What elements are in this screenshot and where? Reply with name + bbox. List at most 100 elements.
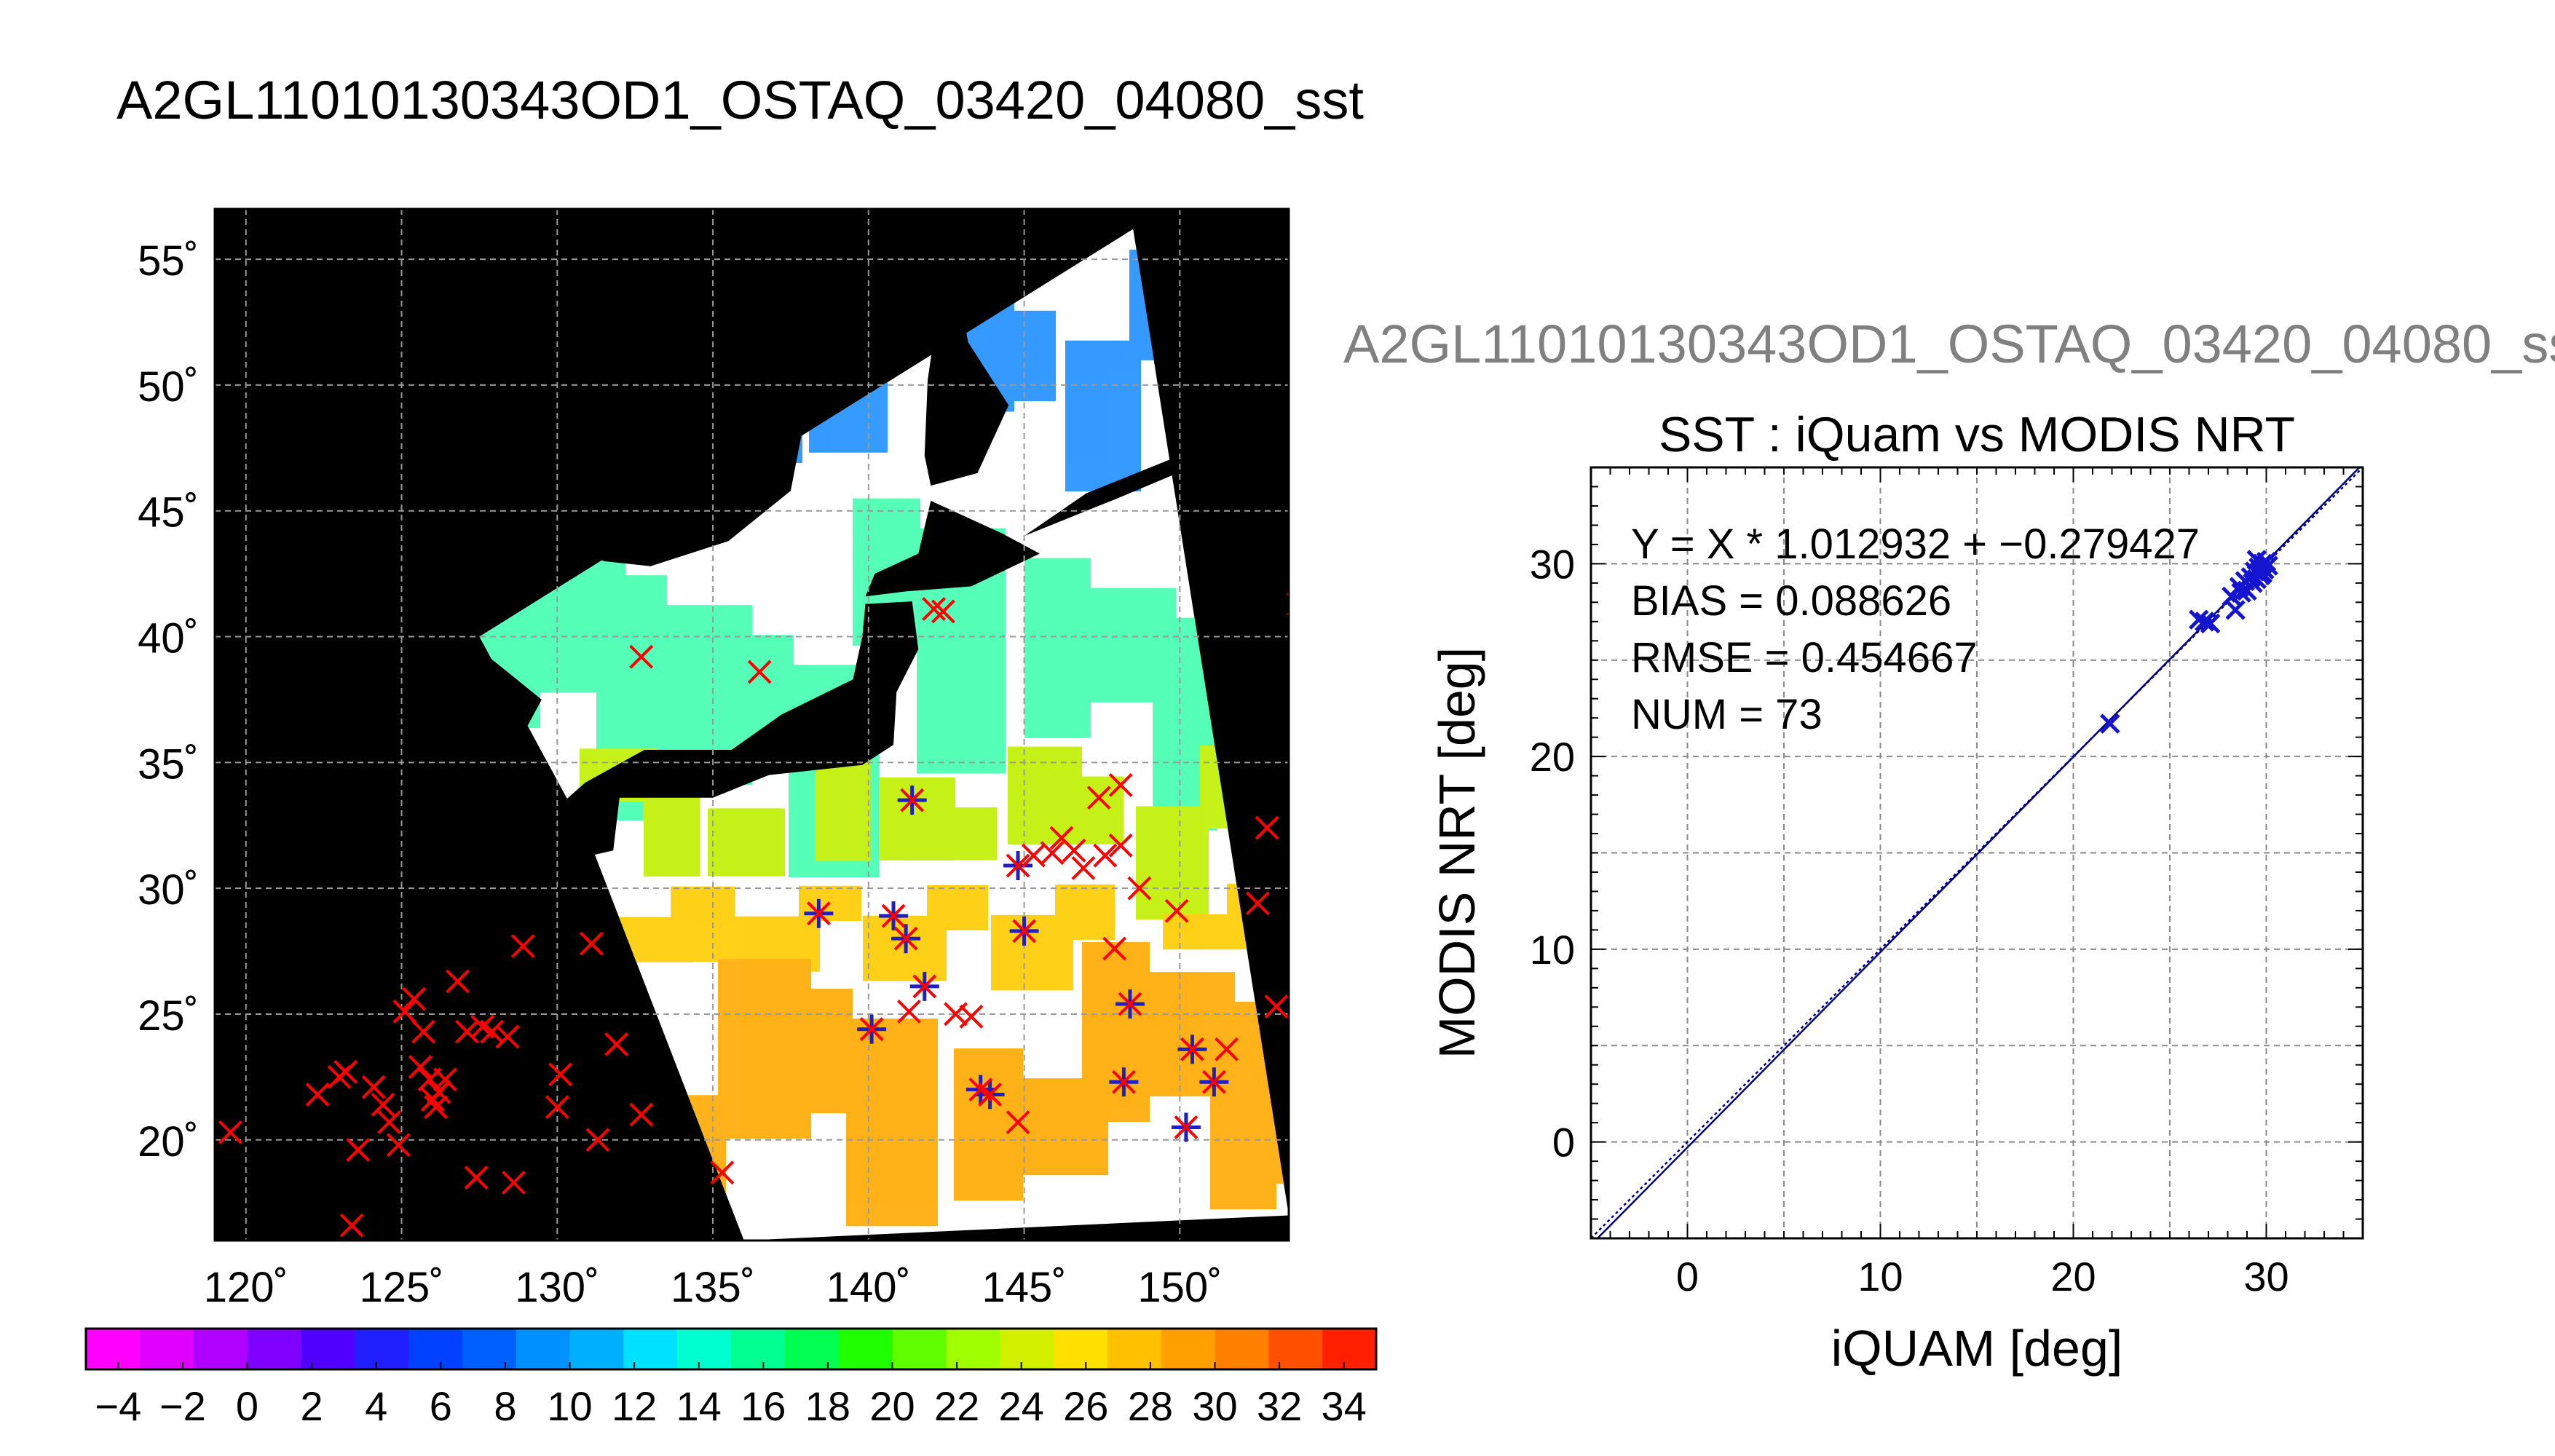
iquam-marker	[510, 934, 535, 959]
iquam-marker	[807, 901, 831, 926]
scatter-point	[2225, 600, 2246, 620]
colorbar-tick-label: 24	[999, 1383, 1044, 1429]
iquam-marker	[1108, 773, 1133, 797]
map-xtick-label: 145˚	[982, 1264, 1067, 1311]
iquam-marker	[1006, 1110, 1030, 1134]
iquam-marker	[446, 969, 470, 994]
iquam-marker	[1111, 1069, 1136, 1094]
land-mass	[557, 272, 909, 566]
colorbar-tick-label: 12	[612, 1383, 657, 1429]
iquam-marker	[411, 1019, 435, 1044]
iquam-marker	[747, 660, 772, 684]
map-ytick-label: 25˚	[138, 992, 199, 1040]
colorbar-tick-label: 18	[805, 1383, 850, 1429]
stats-line: Y = X * 1.012932 + −0.279427	[1631, 521, 2200, 568]
scatter-point	[2194, 612, 2215, 632]
iquam-marker	[346, 1138, 371, 1162]
colorbar-tick-label: 0	[236, 1383, 258, 1429]
colorbar-swatch	[892, 1329, 947, 1369]
page-title: A2GL11010130343OD1_OSTAQ_03420_04080_sst	[117, 70, 1364, 130]
scatter-point	[2252, 563, 2272, 584]
scatter-point	[2200, 613, 2221, 634]
colorbar-swatch	[1107, 1329, 1162, 1369]
iquam-marker	[922, 597, 947, 621]
scatter-xtick-label: 20	[2050, 1254, 2096, 1299]
sst-patch	[1291, 914, 1370, 959]
scatter-ytick-label: 30	[1530, 541, 1575, 587]
scatter-xlabel: iQUAM [deg]	[1831, 1320, 2123, 1377]
iquam-marker	[978, 1083, 1002, 1107]
iquam-marker	[1174, 1115, 1198, 1139]
colorbar-swatch	[1215, 1329, 1269, 1369]
iquam-marker	[896, 1000, 921, 1024]
sst-patch	[880, 777, 955, 860]
iquam-marker	[585, 1128, 610, 1152]
sst-patch	[708, 808, 785, 877]
map-ytick-label: 40˚	[138, 615, 199, 662]
colorbar-tick-label: 4	[365, 1383, 387, 1429]
iquam-marker	[629, 1102, 654, 1127]
iquam-marker	[427, 1080, 451, 1104]
scatter-gridlines	[1591, 467, 2363, 1238]
colorbar-frame	[84, 1327, 1378, 1371]
colorbar-swatch	[569, 1329, 624, 1369]
iquam-marker	[859, 1017, 884, 1042]
colorbar-swatch	[86, 1329, 141, 1369]
map-ytick-label: 20˚	[138, 1118, 199, 1166]
iquam-marker	[1040, 841, 1065, 866]
land-mass	[924, 277, 1009, 486]
colorbar-swatch	[139, 1329, 194, 1369]
iquam-marker	[931, 599, 955, 624]
scatter-xtick-label: 10	[1857, 1254, 1903, 1299]
scatter-xtick-label: 0	[1676, 1254, 1699, 1299]
colorbar-tick-label: −2	[159, 1383, 206, 1429]
scatter-title: SST : iQuam vs MODIS NRT	[1659, 407, 2295, 462]
iquam-marker	[1245, 891, 1270, 916]
colorbar-tick-label: 28	[1128, 1383, 1173, 1429]
iquam-marker	[1127, 876, 1152, 901]
scatter-ytick-label: 10	[1530, 927, 1575, 973]
map-xtick-label: 140˚	[826, 1264, 911, 1311]
iquam-marker	[371, 1092, 395, 1117]
colorbar-tick-label: 10	[547, 1383, 592, 1429]
colorbar-tick-label: 16	[741, 1383, 786, 1429]
sst-patch	[944, 807, 997, 860]
iquam-marker	[1086, 786, 1111, 810]
scatter-point	[2100, 713, 2120, 734]
scatter-plot: SST : iQuam vs MODIS NRT 0 10 20 30 0 10 20 30 iQ…	[1429, 407, 2364, 1377]
colorbar-tick-label: 26	[1063, 1383, 1108, 1429]
sst-patch	[1082, 942, 1150, 1123]
sst-map: 20˚ 25˚ 30˚ 35˚ 40˚ 45˚ 50˚ 55˚ 120˚ 125˚ 130˚ 135˚…	[138, 207, 1370, 1311]
iquam-marker	[361, 1075, 386, 1099]
colorbar-swatch	[1322, 1329, 1377, 1369]
iquam-marker	[1118, 992, 1142, 1016]
iquam-marker	[454, 1019, 479, 1044]
sst-patch	[1072, 776, 1124, 844]
colorbar-swatch	[1268, 1329, 1323, 1369]
iquam-marker	[1093, 843, 1118, 868]
iquam-marker	[386, 1133, 411, 1158]
iquam-marker	[912, 974, 937, 999]
iquam-marker	[1215, 1037, 1239, 1061]
colorbar-tick-label: 30	[1192, 1383, 1237, 1429]
land-mass	[865, 500, 1040, 597]
iquam-marker	[377, 1110, 401, 1134]
stats-line: BIAS = 0.088626	[1631, 577, 1951, 625]
colorbar-tick-label: 20	[869, 1383, 915, 1429]
iquam-marker	[1164, 898, 1189, 923]
iquam-marker	[604, 1032, 628, 1056]
sst-patch	[954, 1048, 1023, 1201]
iquam-marker	[1102, 936, 1126, 961]
iquam-marker	[1108, 833, 1133, 858]
scatter-xtick-label: 30	[2243, 1254, 2289, 1299]
colorbar-swatch	[677, 1329, 732, 1369]
iquam-marker	[424, 1095, 448, 1120]
sst-patch	[1055, 884, 1115, 940]
iquam-marker	[959, 1004, 984, 1029]
sst-patch	[1136, 806, 1209, 920]
scatter-frame	[1590, 466, 2364, 1240]
sst-patch	[927, 885, 988, 931]
iquam-marker	[305, 1083, 330, 1107]
iquam-marker	[548, 1062, 572, 1087]
